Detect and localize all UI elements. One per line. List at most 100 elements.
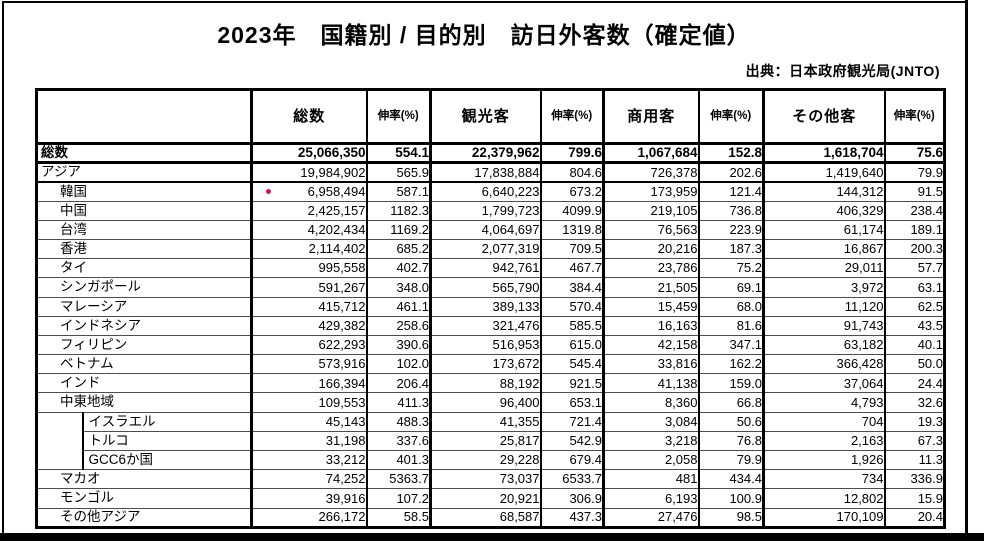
rate-cell: 336.9 — [883, 469, 945, 490]
rate-cell: 40.1 — [883, 335, 945, 356]
table-row: マカオ 74,252 5363.7 73,037 6533.7 481 434.4 734 33… — [36, 469, 945, 490]
rate-cell: 348.0 — [365, 277, 431, 298]
row-label: ベトナム — [36, 354, 252, 375]
value-cell: 88,192 — [429, 373, 541, 394]
rate-cell: 615.0 — [539, 335, 604, 356]
value-cell: 20,921 — [429, 488, 541, 509]
value-cell: 68,587 — [429, 508, 541, 528]
value-cell: 15,459 — [602, 297, 699, 317]
header-business: 商用客 — [602, 89, 699, 145]
rate-cell: 411.3 — [365, 392, 431, 413]
value-cell: 23,786 — [602, 258, 699, 279]
rate-cell: 68.0 — [697, 297, 764, 317]
value-cell: 3,218 — [602, 431, 699, 452]
value-cell: 942,761 — [429, 258, 541, 279]
value-cell: 8,360 — [602, 392, 699, 413]
rate-cell: 1169.2 — [365, 220, 431, 240]
rate-cell: 736.8 — [697, 201, 764, 221]
indent-spacer-cell — [36, 412, 84, 471]
rate-cell: 81.6 — [697, 316, 764, 336]
table-row: モンゴル 39,916 107.2 20,921 306.9 6,193 100.9 12,8… — [36, 488, 945, 509]
rate-cell: 554.1 — [365, 143, 431, 165]
rate-cell: 679.4 — [539, 450, 604, 471]
value-cell: 2,077,319 — [429, 239, 541, 260]
rate-cell: 1319.8 — [539, 220, 604, 240]
rate-cell: 467.7 — [539, 258, 604, 279]
value-cell: 565,790 — [429, 277, 541, 298]
value-cell: 3,972 — [762, 277, 885, 298]
value-cell: 22,379,962 — [429, 143, 541, 165]
value-cell: 16,867 — [762, 239, 885, 260]
rate-cell: 98.5 — [697, 508, 764, 528]
row-label: トルコ — [82, 431, 252, 452]
value-cell: 37,064 — [762, 373, 885, 394]
value-cell: 74,252 — [250, 469, 367, 490]
row-label: マレーシア — [36, 297, 252, 317]
value-cell: 2,058 — [602, 450, 699, 471]
value-cell: 41,355 — [429, 412, 541, 432]
rate-cell: 6533.7 — [539, 469, 604, 490]
value-cell: 173,672 — [429, 354, 541, 375]
row-label: その他アジア — [36, 508, 252, 528]
table-row: 中東地域 109,553 411.3 96,400 653.1 8,360 66.8 4,79… — [36, 392, 945, 413]
page-frame-bottom — [0, 533, 984, 541]
value-cell: 29,228 — [429, 450, 541, 471]
value-cell: 16,163 — [602, 316, 699, 336]
rate-cell: 32.6 — [883, 392, 945, 413]
table-row: 中国 2,425,157 1182.3 1,799,723 4099.9 219,105 7… — [36, 201, 945, 221]
rate-cell: 437.3 — [539, 508, 604, 528]
table-row: アジア 19,984,902 565.9 17,838,884 804.6 726,378… — [36, 162, 945, 183]
value-cell: 366,428 — [762, 354, 885, 375]
page-frame-right — [965, 0, 968, 541]
value-cell: 96,400 — [429, 392, 541, 413]
rate-cell: 1182.3 — [365, 201, 431, 221]
row-label: モンゴル — [36, 488, 252, 509]
value-cell: 109,553 — [250, 392, 367, 413]
rate-cell: 11.3 — [883, 450, 945, 471]
table-row: シンガポール 591,267 348.0 565,790 384.4 21,505 69.1… — [36, 277, 945, 298]
rate-cell: 189.1 — [883, 220, 945, 240]
header-other: その他客 — [762, 89, 885, 145]
value-cell: 42,158 — [602, 335, 699, 356]
rate-cell: 62.5 — [883, 297, 945, 317]
value-cell: 516,953 — [429, 335, 541, 356]
rate-cell: 162.2 — [697, 354, 764, 375]
rate-cell: 79.9 — [697, 450, 764, 471]
rate-cell: 19.3 — [883, 412, 945, 432]
value-cell: 406,329 — [762, 201, 885, 221]
rate-cell: 401.3 — [365, 450, 431, 471]
value-cell: 6,640,223 — [429, 181, 541, 202]
rate-cell: 799.6 — [539, 143, 604, 165]
rate-cell: 337.6 — [365, 431, 431, 452]
value-cell: 415,712 — [250, 297, 367, 317]
rate-cell: 565.9 — [365, 162, 431, 183]
row-label: タイ — [36, 258, 252, 279]
rate-cell: 804.6 — [539, 162, 604, 183]
row-label: 韓国 — [36, 181, 252, 202]
rate-cell: 187.3 — [697, 239, 764, 260]
value-cell: 573,916 — [250, 354, 367, 375]
header-growth-other: 伸率(%) — [883, 89, 945, 145]
rate-cell: 570.4 — [539, 297, 604, 317]
value-cell: 6,193 — [602, 488, 699, 509]
rate-cell: 69.1 — [697, 277, 764, 298]
value-cell: 1,067,684 — [602, 143, 699, 165]
rate-cell: 461.1 — [365, 297, 431, 317]
row-label: 中東地域 — [36, 392, 252, 413]
row-label: 台湾 — [36, 220, 252, 240]
rate-cell: 107.2 — [365, 488, 431, 509]
table-row: 総数 25,066,350 554.1 22,379,962 799.6 1,067,68… — [36, 143, 945, 165]
value-cell: 1,419,640 — [762, 162, 885, 183]
value-cell: 20,216 — [602, 239, 699, 260]
table-row: インド 166,394 206.4 88,192 921.5 41,138 159.0 37,… — [36, 373, 945, 394]
rate-cell: 76.8 — [697, 431, 764, 452]
rate-cell: 402.7 — [365, 258, 431, 279]
row-label: アジア — [36, 162, 252, 183]
rate-cell: 202.6 — [697, 162, 764, 183]
row-label: 中国 — [36, 201, 252, 221]
rate-cell: 206.4 — [365, 373, 431, 394]
value-cell: 219,105 — [602, 201, 699, 221]
value-cell: 166,394 — [250, 373, 367, 394]
value-cell: 995,558 — [250, 258, 367, 279]
